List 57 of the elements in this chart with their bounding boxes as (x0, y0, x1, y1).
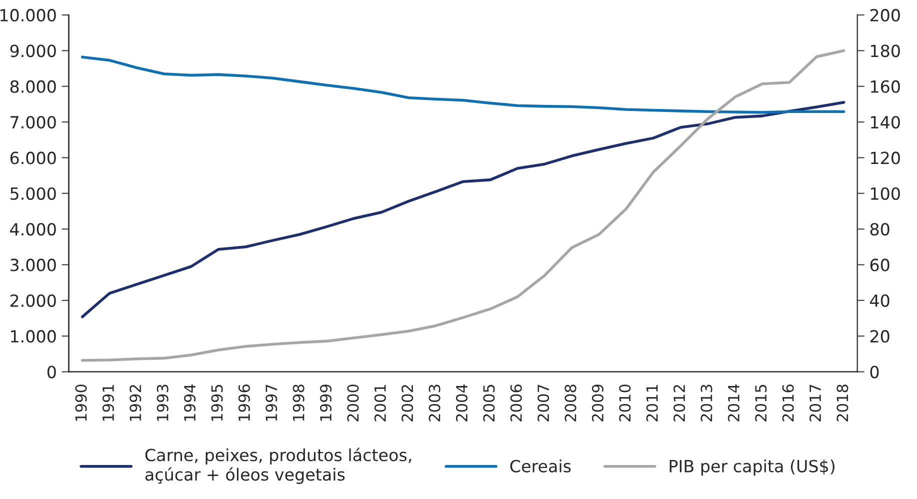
y-tick-label: 5.000 (10, 187, 56, 200)
y2-tick-label: 140 (871, 116, 900, 129)
x-tick-label: 1992 (130, 385, 142, 421)
y2-tick-label: 0 (870, 366, 879, 378)
y-tick-label: 0 (47, 366, 56, 378)
x-tick-label: 2016 (782, 384, 794, 422)
y-tick-label: 2.000 (10, 294, 56, 307)
y-tick-label: 4.000 (10, 223, 56, 236)
x-tick-label: 2013 (700, 384, 712, 422)
y2-tick-label: 80 (870, 223, 890, 236)
y2-tick-label: 60 (870, 258, 890, 272)
y-tick-label: 9.000 (10, 44, 56, 58)
x-tick-label: 2002 (402, 385, 414, 422)
y2-tick-label: 200 (870, 8, 900, 22)
line-series (80, 56, 846, 114)
legend-label: Carne, peixes, produtos lácteos, açúcar + óleos vegetais (145, 448, 412, 484)
x-tick-label: 2009 (592, 384, 604, 422)
line-series (80, 100, 846, 318)
x-tick-label: 2018 (836, 384, 848, 422)
x-tick-label: 1994 (184, 384, 196, 421)
x-tick-label: 2017 (809, 384, 822, 422)
y2-tick-label: 100 (871, 187, 900, 200)
x-tick-label: 1990 (75, 384, 87, 421)
x-tick-label: 2008 (564, 384, 576, 422)
x-tick-label: 2015 (755, 384, 767, 422)
y-tick-label: 1.000 (11, 330, 56, 343)
x-tick-label: 2007 (538, 384, 550, 422)
legend-label: Cereais (510, 460, 571, 472)
legend-label: PIB per capita (US$) (670, 460, 834, 476)
line-series (80, 49, 846, 362)
y2-tick-label: 40 (870, 294, 890, 307)
y2-tick-label: 180 (871, 44, 900, 58)
x-tick-label: 1991 (102, 384, 114, 421)
x-tick-label: 1997 (266, 384, 278, 421)
x-tick-label: 2003 (428, 384, 440, 422)
y-tick-label: 10.000 (0, 8, 56, 22)
y2-tick-label: 160 (871, 80, 900, 93)
x-tick-label: 2001 (374, 384, 386, 422)
x-tick-label: 2000 (347, 384, 359, 422)
y-tick-label: 3.000 (10, 258, 56, 272)
x-tick-label: 1995 (211, 384, 223, 421)
x-tick-label: 2010 (619, 384, 631, 422)
y-tick-label: 6.000 (10, 152, 56, 164)
x-tick-label: 1993 (156, 384, 168, 421)
x-tick-label: 2011 (646, 384, 658, 422)
x-tick-label: 1999 (320, 384, 332, 421)
x-tick-label: 1998 (292, 384, 304, 421)
y2-tick-label: 20 (870, 330, 890, 343)
x-tick-label: 1996 (238, 384, 250, 421)
y-tick-label: 7.000 (10, 116, 56, 129)
x-tick-label: 2006 (510, 384, 522, 422)
x-tick-label: 2012 (674, 385, 686, 422)
x-tick-label: 2014 (728, 384, 740, 422)
x-tick-label: 2004 (456, 384, 468, 422)
x-tick-label: 2005 (483, 384, 495, 422)
y-tick-label: 8.000 (10, 80, 56, 93)
y2-tick-label: 120 (871, 152, 900, 164)
